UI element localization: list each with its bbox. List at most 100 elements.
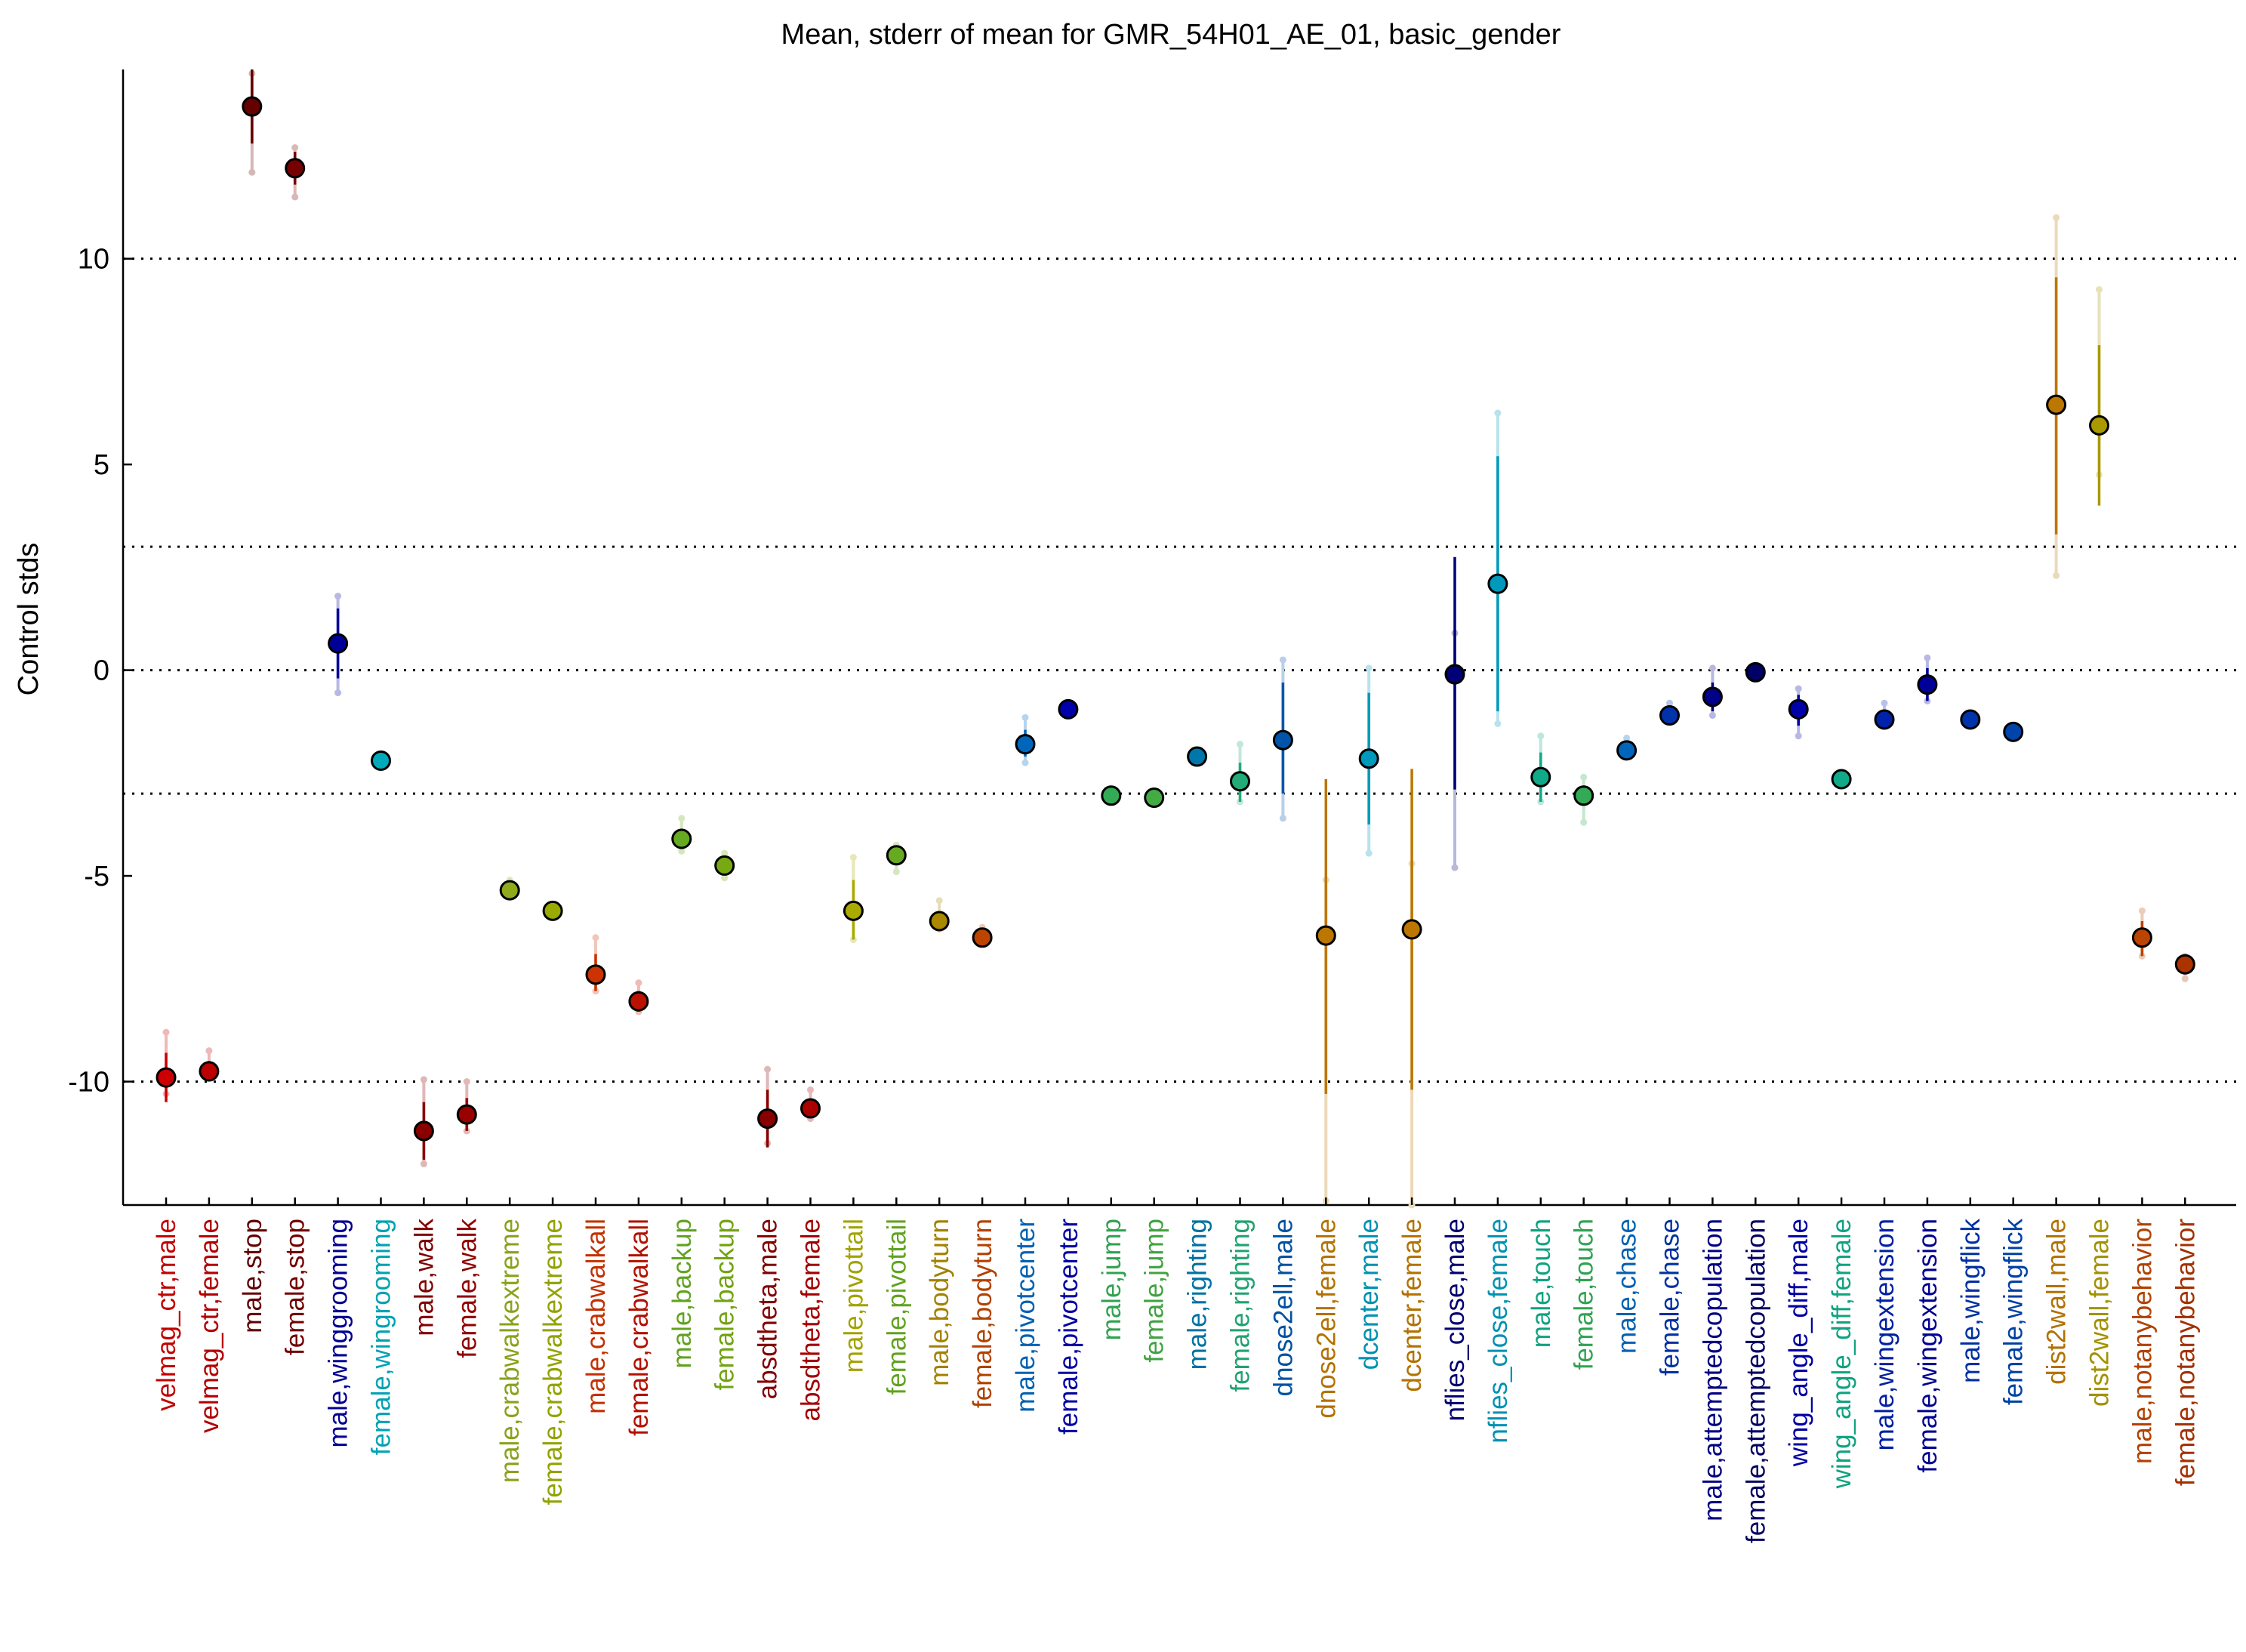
faint-range-end: [1537, 732, 1545, 740]
faint-range-end: [2053, 572, 2060, 579]
mean-marker: [1401, 919, 1422, 940]
mean-marker: [2046, 394, 2067, 415]
y-tick-label: 0: [94, 655, 109, 687]
mean-marker: [1874, 709, 1895, 730]
mean-marker: [1616, 740, 1638, 761]
mean-markers: [156, 96, 2195, 1142]
mean-marker: [199, 1061, 220, 1082]
faint-range-end: [248, 168, 256, 176]
x-tick-label: female,wingextension: [1913, 1219, 1943, 1473]
x-tick-label: female,stop: [281, 1219, 310, 1355]
x-tick-label: male,bodyturn: [925, 1219, 954, 1386]
x-tick-label: male,pivotcenter: [1011, 1219, 1040, 1413]
mean-marker: [371, 750, 391, 771]
mean-marker: [1230, 771, 1250, 792]
x-tick-label: absdtheta,male: [753, 1219, 783, 1399]
faint-range-end: [678, 815, 686, 822]
faint-range-end: [721, 874, 729, 882]
faint-range-end: [849, 854, 857, 861]
x-tick-label: male,crabwalkall: [581, 1219, 611, 1414]
x-tick-label: male,touch: [1527, 1219, 1556, 1348]
faint-range-end: [334, 689, 342, 697]
x-tick-label: male,winggrooming: [324, 1219, 353, 1447]
mean-marker: [757, 1108, 778, 1130]
faint-range-end: [334, 593, 342, 600]
faint-range-end: [1580, 818, 1588, 826]
x-tick-label: dnose2ell,female: [1311, 1219, 1341, 1419]
faint-range-end: [1708, 664, 1716, 672]
y-ticks: -10 -5 0 5 10: [68, 244, 132, 1099]
mean-marker: [972, 927, 993, 948]
x-tick-label: female,jump: [1140, 1219, 1169, 1363]
axes: [122, 69, 2236, 1207]
faint-range-end: [935, 897, 943, 905]
x-tick-label: dist2wall,male: [2042, 1219, 2072, 1385]
mean-marker: [1917, 674, 1938, 695]
y-axis-label: Control stds: [13, 543, 45, 696]
mean-marker: [1015, 734, 1036, 755]
mean-marker: [242, 96, 263, 117]
y-tick-label: 5: [94, 449, 109, 481]
faint-range-end: [1666, 699, 1673, 707]
x-tick-label: female,pivottail: [882, 1219, 911, 1395]
x-tick-label: absdtheta,female: [796, 1219, 826, 1422]
reference-lines: [123, 257, 2236, 1083]
x-tick-label: female,wingrooming: [367, 1219, 396, 1455]
mean-marker: [1358, 748, 1379, 769]
mean-marker: [800, 1098, 821, 1119]
mean-marker: [628, 991, 649, 1012]
x-tick-label: female,bodyturn: [968, 1219, 997, 1408]
x-tick-label: female,wingflick: [1999, 1219, 2029, 1406]
faint-range-end: [420, 1160, 427, 1168]
faint-range-end: [2138, 907, 2146, 914]
mean-marker: [843, 900, 864, 921]
faint-range-end: [291, 144, 299, 152]
mean-marker: [499, 880, 520, 901]
mean-marker: [413, 1120, 434, 1142]
faint-range-end: [1365, 849, 1373, 857]
mean-marker: [886, 845, 907, 866]
mean-marker: [585, 964, 606, 985]
chart-title: Mean, stderr of mean for GMR_54H01_AE_01…: [781, 19, 1561, 51]
x-tick-label: female,attemptedcopulation: [1741, 1219, 1770, 1543]
x-tick-label: female,crabwalkall: [624, 1219, 654, 1436]
faint-range-end: [1494, 720, 1502, 727]
faint-range-end: [1365, 664, 1373, 672]
mean-marker: [1315, 925, 1336, 946]
faint-range-end: [162, 1028, 170, 1036]
faint-range-end: [2053, 214, 2060, 221]
x-tick-label: female,righting: [1226, 1219, 1255, 1392]
x-tick-label: nflies_close,male: [1440, 1219, 1470, 1421]
faint-range-end: [2181, 975, 2189, 982]
faint-range-end: [592, 934, 599, 942]
mean-marker: [929, 911, 950, 932]
mean-marker: [1487, 573, 1508, 594]
x-tick-label: female,backup: [710, 1219, 740, 1391]
faint-range-end: [1021, 714, 1029, 721]
x-tick-label: male,stop: [238, 1219, 267, 1333]
error-bars: [162, 69, 2189, 1209]
x-tick-label: dcenter,female: [1397, 1219, 1427, 1392]
faint-range-end: [892, 868, 900, 876]
mean-marker: [285, 158, 306, 179]
faint-range-end: [1021, 759, 1029, 766]
faint-range-end: [1279, 815, 1286, 822]
x-tick-label: velmag_ctr,female: [195, 1219, 224, 1433]
x-tick-label: dist2wall,female: [2085, 1219, 2115, 1407]
x-tick-label: male,wingflick: [1956, 1219, 1986, 1383]
x-tick-label: male,attemptedcopulation: [1698, 1219, 1727, 1521]
mean-marker: [714, 855, 735, 876]
faint-range-end: [721, 849, 729, 857]
mean-marker: [1144, 787, 1165, 809]
mean-marker: [328, 633, 349, 654]
faint-range-end: [764, 1065, 772, 1073]
x-tick-label: male,righting: [1183, 1219, 1212, 1370]
faint-range-end: [2096, 286, 2103, 294]
mean-marker: [1101, 785, 1122, 806]
x-tick-label: male,backup: [667, 1219, 697, 1368]
x-tick-label: female,notanybehavior: [2171, 1219, 2200, 1486]
faint-range-end: [1623, 735, 1631, 742]
mean-marker: [1530, 766, 1551, 787]
y-tick-label: -10: [68, 1067, 109, 1099]
